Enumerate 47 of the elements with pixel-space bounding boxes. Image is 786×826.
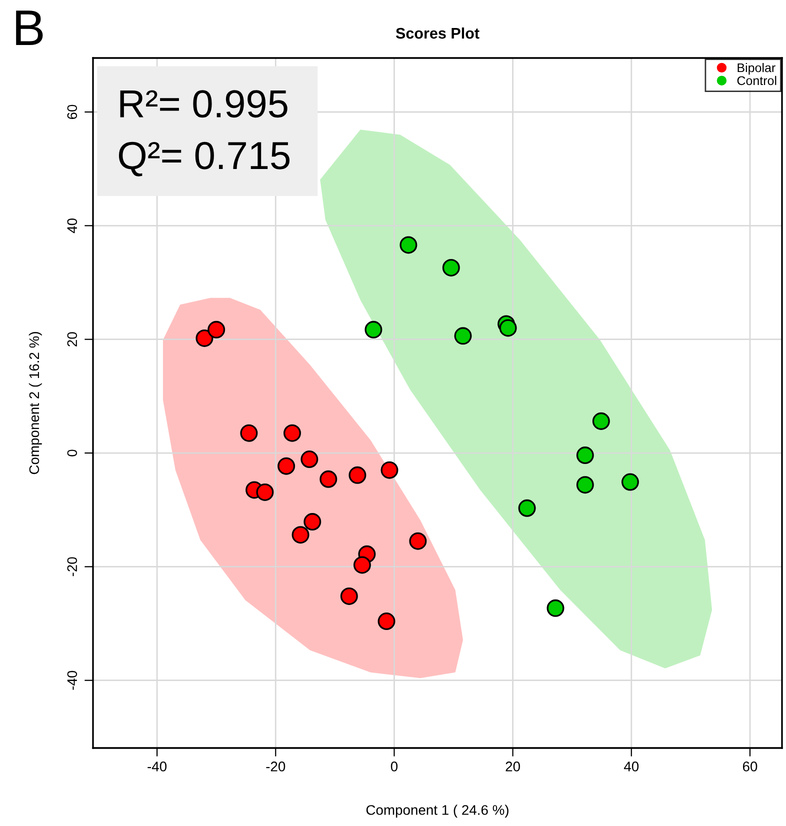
point <box>240 424 258 442</box>
y-tick-label: 40 <box>67 218 78 234</box>
point <box>353 556 371 574</box>
point <box>340 587 358 605</box>
y-tick-label: 0 <box>67 450 78 456</box>
chart-title: Scores Plot <box>396 27 480 39</box>
point <box>364 320 382 338</box>
point <box>499 319 517 337</box>
point <box>283 424 301 442</box>
point <box>442 258 460 276</box>
point <box>196 329 214 347</box>
point <box>278 457 296 475</box>
point <box>300 450 318 468</box>
point <box>256 483 274 501</box>
annotation: Q²= 0.715 <box>118 142 290 176</box>
x-tick-label: -20 <box>266 762 286 772</box>
point <box>292 526 310 544</box>
point <box>380 461 398 479</box>
y-tick-label: 20 <box>67 332 78 346</box>
x-tick-label: -40 <box>148 762 167 772</box>
x-axis-title: Component 1 ( 24.6 %) <box>366 804 508 818</box>
y-tick-label: 60 <box>67 104 78 120</box>
legend-label: Control <box>737 76 776 86</box>
text: B <box>16 10 43 45</box>
x-tick-label: 60 <box>742 762 758 772</box>
point <box>378 612 396 630</box>
y-tick-label: -40 <box>67 670 78 690</box>
point <box>320 470 338 488</box>
x-tick-label: 20 <box>506 762 520 772</box>
x-tick-label: 40 <box>624 762 639 772</box>
y-tick-label: -20 <box>67 557 78 576</box>
point <box>592 412 610 430</box>
point <box>348 466 366 484</box>
point <box>518 499 536 517</box>
point <box>576 476 594 494</box>
point <box>400 236 418 254</box>
point <box>454 327 472 345</box>
point <box>621 473 639 491</box>
y-axis-title: Component 2 ( 16.2 %) <box>28 332 42 474</box>
legend-label: Bipolar <box>738 63 776 75</box>
annotation: R²= 0.995 <box>120 90 288 118</box>
point <box>208 320 226 338</box>
point <box>576 446 594 464</box>
point <box>409 532 427 550</box>
x-tick-label: 0 <box>390 762 398 772</box>
point <box>546 599 564 617</box>
point <box>304 513 322 531</box>
